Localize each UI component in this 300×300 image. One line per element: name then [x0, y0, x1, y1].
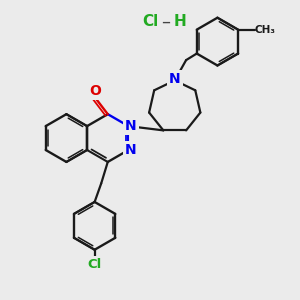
Text: H: H [173, 14, 186, 29]
Text: CH₃: CH₃ [255, 25, 276, 35]
Text: N: N [125, 143, 137, 157]
Text: –: – [161, 13, 170, 31]
Text: Cl: Cl [88, 258, 102, 271]
Text: Cl: Cl [142, 14, 158, 29]
Text: N: N [125, 119, 137, 133]
Text: O: O [89, 84, 101, 98]
Text: N: N [169, 72, 181, 86]
